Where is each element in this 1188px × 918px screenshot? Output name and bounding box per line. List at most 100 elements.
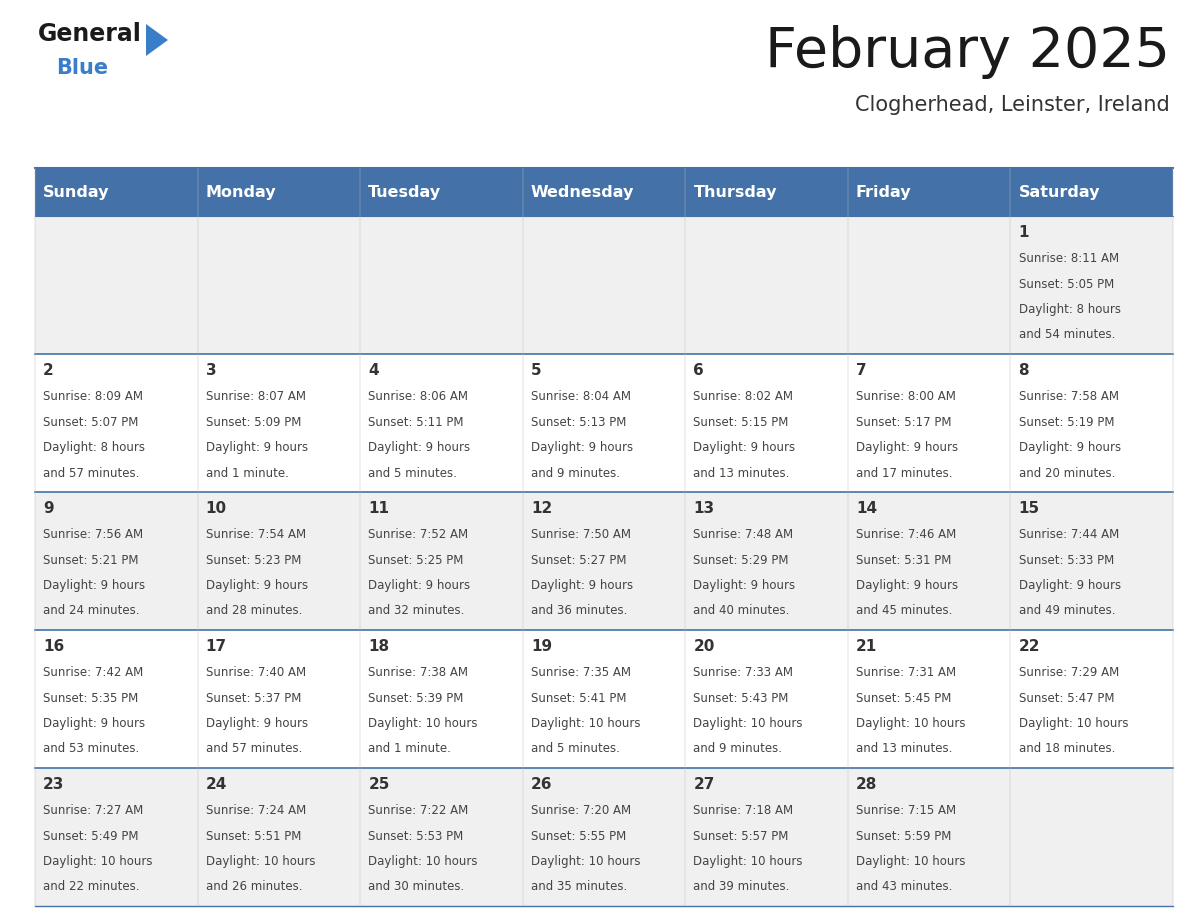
Text: Sunrise: 7:24 AM: Sunrise: 7:24 AM — [206, 804, 307, 817]
Text: Daylight: 10 hours: Daylight: 10 hours — [531, 855, 640, 868]
Text: Sunrise: 7:33 AM: Sunrise: 7:33 AM — [694, 666, 794, 679]
Text: Daylight: 8 hours: Daylight: 8 hours — [1018, 303, 1120, 316]
Bar — [685, 216, 848, 354]
Bar — [34, 768, 197, 906]
Bar — [685, 492, 848, 630]
Text: Sunset: 5:47 PM: Sunset: 5:47 PM — [1018, 691, 1114, 704]
Text: Sunset: 5:21 PM: Sunset: 5:21 PM — [43, 554, 139, 566]
Bar — [685, 630, 848, 768]
Text: Daylight: 9 hours: Daylight: 9 hours — [531, 441, 633, 454]
Bar — [1011, 768, 1173, 906]
Text: and 30 minutes.: and 30 minutes. — [368, 880, 465, 893]
Text: Sunset: 5:15 PM: Sunset: 5:15 PM — [694, 416, 789, 429]
Bar — [523, 768, 685, 906]
Text: 15: 15 — [1018, 501, 1040, 516]
Bar — [848, 768, 1011, 906]
Text: and 5 minutes.: and 5 minutes. — [368, 466, 457, 479]
Text: Daylight: 9 hours: Daylight: 9 hours — [206, 441, 308, 454]
Text: and 54 minutes.: and 54 minutes. — [1018, 329, 1114, 341]
Text: Daylight: 9 hours: Daylight: 9 hours — [1018, 579, 1120, 592]
Text: Sunrise: 7:20 AM: Sunrise: 7:20 AM — [531, 804, 631, 817]
Text: Daylight: 9 hours: Daylight: 9 hours — [531, 579, 633, 592]
Text: Sunday: Sunday — [43, 185, 109, 199]
Text: 12: 12 — [531, 501, 552, 516]
Polygon shape — [146, 24, 168, 56]
Text: Sunset: 5:49 PM: Sunset: 5:49 PM — [43, 830, 139, 843]
Text: Daylight: 10 hours: Daylight: 10 hours — [368, 717, 478, 730]
Text: and 45 minutes.: and 45 minutes. — [857, 604, 953, 618]
Text: Sunrise: 8:09 AM: Sunrise: 8:09 AM — [43, 390, 143, 403]
Text: Sunset: 5:41 PM: Sunset: 5:41 PM — [531, 691, 626, 704]
Text: Sunrise: 7:56 AM: Sunrise: 7:56 AM — [43, 528, 144, 541]
Text: 23: 23 — [43, 777, 64, 792]
Text: Sunrise: 7:29 AM: Sunrise: 7:29 AM — [1018, 666, 1119, 679]
Text: Sunset: 5:07 PM: Sunset: 5:07 PM — [43, 416, 139, 429]
Text: General: General — [38, 22, 141, 46]
Text: and 20 minutes.: and 20 minutes. — [1018, 466, 1114, 479]
Text: 19: 19 — [531, 639, 552, 654]
Text: Sunset: 5:33 PM: Sunset: 5:33 PM — [1018, 554, 1114, 566]
Text: Daylight: 10 hours: Daylight: 10 hours — [43, 855, 152, 868]
Text: and 28 minutes.: and 28 minutes. — [206, 604, 302, 618]
Text: and 1 minute.: and 1 minute. — [206, 466, 289, 479]
Text: and 43 minutes.: and 43 minutes. — [857, 880, 953, 893]
Text: Sunset: 5:51 PM: Sunset: 5:51 PM — [206, 830, 301, 843]
Text: Sunset: 5:23 PM: Sunset: 5:23 PM — [206, 554, 301, 566]
Text: Sunset: 5:13 PM: Sunset: 5:13 PM — [531, 416, 626, 429]
Text: Daylight: 10 hours: Daylight: 10 hours — [206, 855, 315, 868]
Text: and 49 minutes.: and 49 minutes. — [1018, 604, 1116, 618]
Text: and 9 minutes.: and 9 minutes. — [531, 466, 620, 479]
Text: 9: 9 — [43, 501, 53, 516]
Text: Sunrise: 7:27 AM: Sunrise: 7:27 AM — [43, 804, 144, 817]
Text: February 2025: February 2025 — [765, 25, 1170, 79]
Text: Sunset: 5:45 PM: Sunset: 5:45 PM — [857, 691, 952, 704]
Text: and 26 minutes.: and 26 minutes. — [206, 880, 302, 893]
Bar — [197, 630, 360, 768]
Text: Daylight: 10 hours: Daylight: 10 hours — [1018, 717, 1129, 730]
Text: Daylight: 10 hours: Daylight: 10 hours — [694, 717, 803, 730]
Text: Sunrise: 8:06 AM: Sunrise: 8:06 AM — [368, 390, 468, 403]
Text: Sunrise: 8:02 AM: Sunrise: 8:02 AM — [694, 390, 794, 403]
Text: Sunrise: 7:46 AM: Sunrise: 7:46 AM — [857, 528, 956, 541]
Text: Daylight: 8 hours: Daylight: 8 hours — [43, 441, 145, 454]
Text: and 1 minute.: and 1 minute. — [368, 743, 451, 756]
Text: Daylight: 9 hours: Daylight: 9 hours — [694, 579, 796, 592]
Text: Daylight: 10 hours: Daylight: 10 hours — [857, 717, 966, 730]
Text: Monday: Monday — [206, 185, 277, 199]
Text: Tuesday: Tuesday — [368, 185, 442, 199]
Text: Daylight: 10 hours: Daylight: 10 hours — [857, 855, 966, 868]
Text: and 13 minutes.: and 13 minutes. — [857, 743, 953, 756]
Text: Sunset: 5:53 PM: Sunset: 5:53 PM — [368, 830, 463, 843]
Text: Sunset: 5:11 PM: Sunset: 5:11 PM — [368, 416, 463, 429]
Text: and 53 minutes.: and 53 minutes. — [43, 743, 139, 756]
Bar — [34, 168, 1173, 216]
Text: 10: 10 — [206, 501, 227, 516]
Text: Daylight: 10 hours: Daylight: 10 hours — [368, 855, 478, 868]
Bar — [197, 768, 360, 906]
Text: Daylight: 9 hours: Daylight: 9 hours — [857, 579, 958, 592]
Bar — [523, 492, 685, 630]
Text: 3: 3 — [206, 363, 216, 378]
Text: Sunrise: 7:42 AM: Sunrise: 7:42 AM — [43, 666, 144, 679]
Text: 6: 6 — [694, 363, 704, 378]
Bar — [34, 630, 197, 768]
Text: Daylight: 10 hours: Daylight: 10 hours — [694, 855, 803, 868]
Text: 26: 26 — [531, 777, 552, 792]
Text: 8: 8 — [1018, 363, 1029, 378]
Text: and 17 minutes.: and 17 minutes. — [857, 466, 953, 479]
Text: Daylight: 9 hours: Daylight: 9 hours — [368, 579, 470, 592]
Text: 24: 24 — [206, 777, 227, 792]
Text: 4: 4 — [368, 363, 379, 378]
Text: and 57 minutes.: and 57 minutes. — [43, 466, 139, 479]
Text: Sunrise: 7:22 AM: Sunrise: 7:22 AM — [368, 804, 468, 817]
Bar — [848, 354, 1011, 492]
Bar — [848, 216, 1011, 354]
Bar — [360, 354, 523, 492]
Bar — [34, 216, 197, 354]
Bar — [1011, 492, 1173, 630]
Text: Saturday: Saturday — [1018, 185, 1100, 199]
Text: Sunrise: 7:54 AM: Sunrise: 7:54 AM — [206, 528, 305, 541]
Text: Sunset: 5:57 PM: Sunset: 5:57 PM — [694, 830, 789, 843]
Text: 13: 13 — [694, 501, 714, 516]
Text: and 18 minutes.: and 18 minutes. — [1018, 743, 1114, 756]
